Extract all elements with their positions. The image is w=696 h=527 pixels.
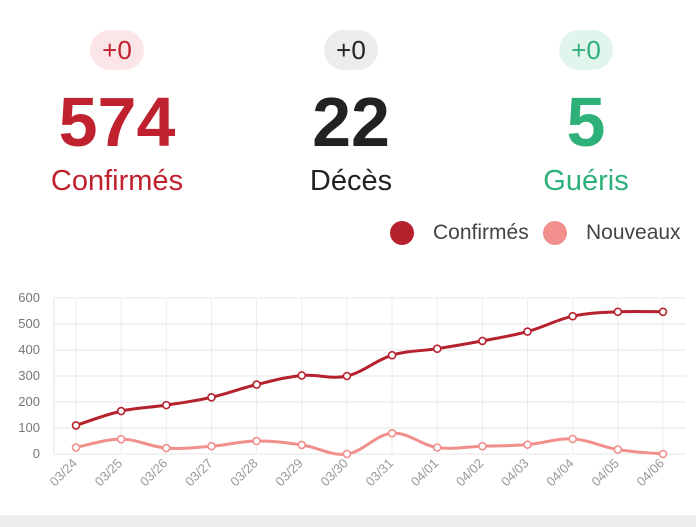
deaths-label: Décès bbox=[309, 165, 393, 197]
data-point-new bbox=[658, 449, 668, 459]
x-tick-label: 03/25 bbox=[92, 456, 126, 490]
x-tick-label: 03/24 bbox=[47, 456, 81, 490]
x-tick-label: 03/30 bbox=[317, 456, 351, 490]
data-point-confirmed bbox=[432, 344, 442, 353]
line-chart: 0 100 200 300 400 500 600 03/24 03/25 03/26 03/27 0… bbox=[18, 290, 686, 490]
data-point-confirmed bbox=[658, 307, 668, 317]
data-point-confirmed bbox=[613, 307, 623, 317]
data-point-new bbox=[297, 440, 307, 450]
confirmed-label: Confirmés bbox=[50, 165, 184, 197]
data-point-confirmed bbox=[116, 406, 126, 416]
stats-panel: +0 574 Confirmés +0 22 Décès +0 5 Guéris bbox=[0, 0, 696, 200]
data-point-new bbox=[207, 441, 216, 451]
x-tick-label: 04/05 bbox=[588, 456, 622, 490]
data-point-new bbox=[71, 443, 81, 452]
confirmed-stat: +0 574 Confirmés bbox=[7, 30, 227, 198]
data-point-new bbox=[613, 445, 623, 454]
data-point-new bbox=[252, 436, 261, 446]
x-tick-label: 03/27 bbox=[182, 456, 216, 490]
y-tick-label: 300 bbox=[18, 368, 40, 383]
data-point-new bbox=[432, 443, 442, 452]
data-point-confirmed bbox=[568, 311, 577, 321]
y-tick-label: 500 bbox=[18, 316, 40, 331]
data-point-confirmed bbox=[207, 393, 216, 402]
recovered-stat: +0 5 Guéris bbox=[476, 30, 696, 198]
data-point-new bbox=[116, 434, 126, 444]
data-point-new bbox=[568, 434, 577, 444]
data-point-new bbox=[342, 449, 352, 459]
legend-confirmed-dot bbox=[390, 221, 414, 245]
legend-new-label: Nouveaux bbox=[586, 221, 681, 244]
bottom-bar bbox=[0, 515, 696, 527]
deaths-count: 22 bbox=[312, 83, 390, 161]
y-tick-label: 100 bbox=[18, 420, 40, 435]
deaths-delta-badge: +0 bbox=[324, 30, 378, 70]
x-tick-label: 03/29 bbox=[272, 456, 306, 490]
data-point-confirmed bbox=[71, 421, 81, 430]
y-tick-label: 400 bbox=[18, 342, 40, 357]
data-point-new bbox=[387, 428, 397, 438]
x-tick-label: 04/03 bbox=[498, 456, 532, 490]
data-point-new bbox=[478, 441, 487, 451]
legend-new-dot bbox=[543, 221, 567, 245]
deaths-stat: +0 22 Décès bbox=[241, 30, 461, 198]
recovered-count: 5 bbox=[566, 83, 606, 161]
data-point-confirmed bbox=[252, 380, 261, 389]
recovered-label: Guéris bbox=[543, 165, 629, 197]
legend-confirmed-label: Confirmés bbox=[433, 221, 529, 244]
data-point-confirmed bbox=[523, 327, 532, 336]
x-tick-label: 04/01 bbox=[408, 456, 442, 490]
x-tick-label: 04/04 bbox=[543, 456, 577, 490]
x-tick-label: 03/28 bbox=[227, 456, 261, 490]
data-point-confirmed bbox=[162, 400, 171, 410]
data-point-confirmed bbox=[342, 371, 352, 381]
x-tick-label: 03/31 bbox=[363, 456, 397, 490]
confirmed-delta-badge: +0 bbox=[90, 30, 144, 70]
recovered-delta-badge: +0 bbox=[559, 30, 613, 70]
y-tick-label: 600 bbox=[18, 290, 40, 305]
data-point-new bbox=[162, 443, 171, 453]
confirmed-count: 574 bbox=[58, 83, 176, 161]
data-point-new bbox=[523, 440, 532, 449]
y-tick-label: 0 bbox=[33, 446, 40, 461]
data-point-confirmed bbox=[478, 336, 487, 346]
x-tick-label: 04/02 bbox=[453, 456, 487, 490]
x-tick-label: 03/26 bbox=[137, 456, 171, 490]
y-tick-label: 200 bbox=[18, 394, 40, 409]
data-point-confirmed bbox=[297, 371, 307, 380]
data-point-confirmed bbox=[387, 350, 397, 360]
x-tick-label: 04/06 bbox=[634, 456, 668, 490]
